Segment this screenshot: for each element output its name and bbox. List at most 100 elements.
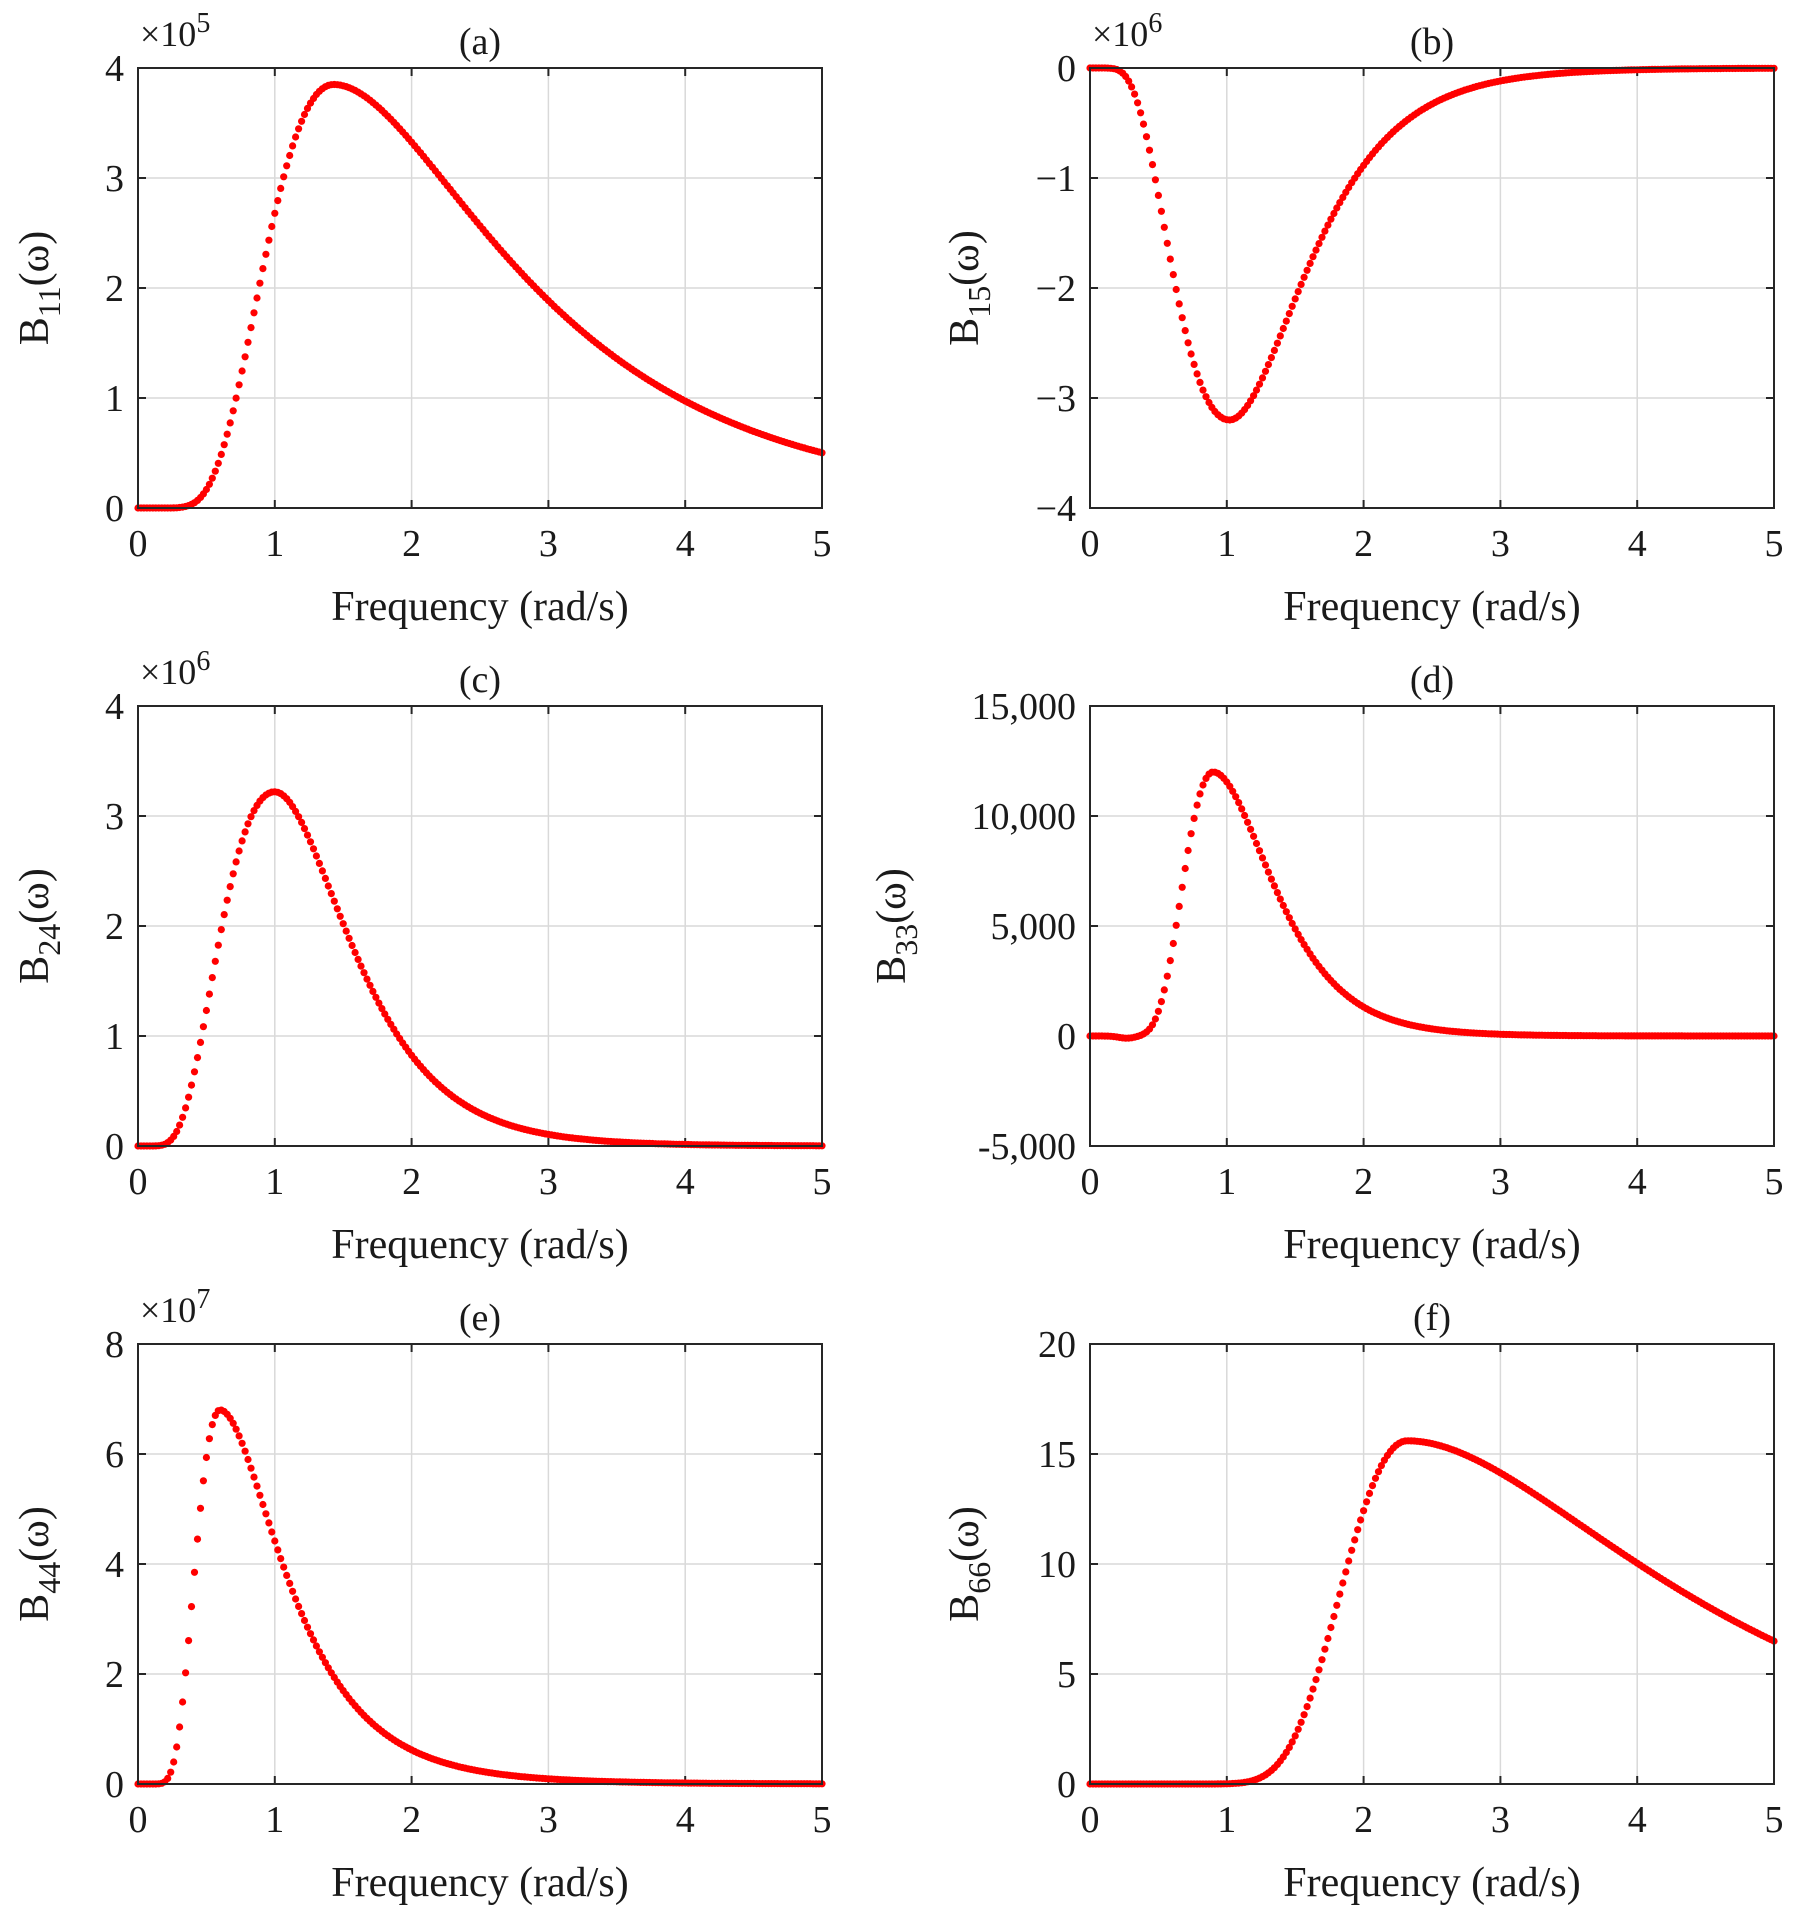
exponent-power: 6: [196, 646, 210, 677]
data-point: [1285, 914, 1293, 922]
y-axis-label: B33(ω): [869, 868, 924, 984]
axes-box: [137, 1343, 823, 1785]
data-point: [244, 338, 252, 346]
y-label-tail: (ω): [12, 1506, 58, 1562]
x-tick-label: 0: [129, 523, 148, 565]
data-point: [1360, 1507, 1368, 1515]
data-point: [1371, 1474, 1380, 1482]
data-point: [1291, 1732, 1299, 1740]
y-tick-label: 2: [105, 268, 124, 310]
y-tick-label: 0: [105, 1764, 124, 1806]
data-point: [1351, 1536, 1359, 1544]
data-point: [190, 1568, 199, 1576]
data-point: [1255, 847, 1264, 855]
x-tick-label: 1: [265, 1799, 284, 1841]
data-point: [333, 905, 341, 913]
data-point: [1318, 1656, 1326, 1664]
data-point: [360, 969, 368, 977]
panel-title: (e): [459, 1297, 501, 1339]
data-point: [226, 883, 234, 891]
data-point: [196, 1504, 205, 1512]
data-point: [1321, 227, 1329, 235]
data-point: [300, 1616, 309, 1625]
x-tick-label: 3: [1491, 523, 1510, 565]
data-point: [241, 353, 249, 361]
data-point: [1342, 1568, 1350, 1576]
y-tick-label: 8: [105, 1324, 124, 1366]
data-point: [271, 209, 279, 217]
data-point: [185, 1093, 193, 1101]
data-point: [295, 1602, 303, 1610]
data-point: [1172, 285, 1180, 294]
y-tick-label: 3: [105, 158, 124, 200]
data-point: [351, 948, 359, 957]
data-point: [357, 962, 365, 970]
y-label-main: B: [869, 956, 915, 984]
y-tick-label: 5: [1057, 1654, 1076, 1696]
series-points: [134, 80, 826, 512]
data-point: [1255, 380, 1264, 388]
x-tick-label: 1: [1217, 1161, 1236, 1203]
data-point: [378, 1005, 386, 1013]
x-tick-label: 4: [1628, 1161, 1647, 1203]
data-point: [280, 1563, 288, 1571]
data-point: [283, 162, 291, 170]
exponent-base: ×10: [140, 1290, 196, 1330]
data-point: [348, 941, 356, 950]
panel-b: 0 1 2 3 4 5 −4 −3 −2 −1 0 (b) Frequency (rad/s) B15(ω…: [942, 8, 1784, 630]
data-point: [1190, 360, 1198, 368]
data-point: [1327, 1623, 1335, 1632]
data-point: [268, 1528, 276, 1536]
data-point: [1336, 1590, 1344, 1598]
data-point: [1312, 246, 1320, 254]
y-label-subscript: 15: [961, 286, 997, 318]
data-point: [274, 197, 282, 205]
series-points: [1086, 768, 1778, 1042]
data-point: [247, 324, 255, 332]
data-point: [298, 1610, 306, 1618]
data-point: [1202, 393, 1210, 401]
y-label-subscript: 33: [888, 924, 924, 956]
data-point: [1178, 314, 1186, 322]
x-tick-label: 5: [1765, 1161, 1784, 1203]
data-point: [1137, 109, 1145, 117]
data-point: [173, 1743, 181, 1751]
data-point: [1157, 207, 1165, 215]
x-tick-label: 1: [1217, 1799, 1236, 1841]
data-point: [170, 1758, 178, 1766]
data-point: [303, 1623, 312, 1631]
y-label-subscript: 24: [31, 924, 67, 956]
data-point: [315, 1648, 323, 1656]
axes-box: [137, 705, 823, 1147]
data-point: [1303, 266, 1311, 274]
data-point: [1166, 255, 1174, 263]
data-point: [312, 1642, 320, 1650]
data-point: [369, 987, 377, 996]
data-point: [232, 858, 240, 866]
exponent-base: ×10: [1092, 14, 1148, 54]
data-point: [309, 1636, 318, 1644]
y-tick-label: 1: [105, 378, 124, 420]
data-point: [339, 920, 347, 928]
data-point: [1276, 895, 1284, 903]
y-label-main: B: [12, 1594, 58, 1622]
data-point: [295, 125, 303, 133]
data-point: [1199, 386, 1207, 394]
data-point: [292, 133, 300, 141]
data-point: [1324, 221, 1332, 229]
data-point: [1175, 902, 1183, 911]
y-label-tail: (ω): [12, 231, 58, 287]
data-point: [283, 1571, 291, 1579]
data-point: [1315, 1666, 1323, 1674]
y-tick-label: 0: [1057, 48, 1076, 90]
data-point: [182, 1104, 190, 1112]
data-point: [286, 1579, 294, 1587]
data-point: [1148, 161, 1157, 169]
data-point: [1330, 209, 1338, 218]
data-point: [1261, 861, 1270, 869]
data-point: [214, 459, 222, 467]
y-tick-label: 10: [1038, 1544, 1076, 1586]
y-tick-label: 4: [105, 1544, 124, 1586]
data-point: [226, 419, 234, 427]
